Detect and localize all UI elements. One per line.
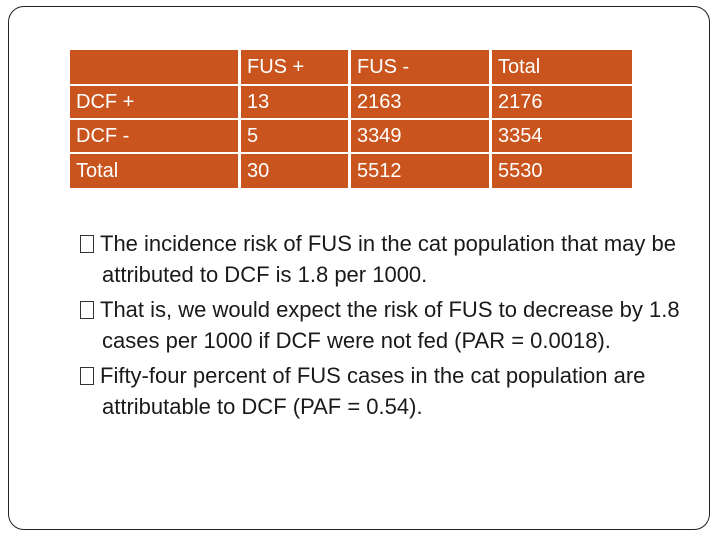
contingency-table: FUS + FUS - Total DCF + 13 2163 2176 DCF… <box>70 50 632 188</box>
bullet-item: That is, we would expect the risk of FUS… <box>80 294 690 356</box>
bullet-text: Fifty-four percent of FUS cases in the c… <box>100 363 646 419</box>
table-header-cell <box>70 50 241 86</box>
table-row: DCF - 5 3349 3354 <box>70 120 632 154</box>
bullet-box-icon <box>80 235 94 253</box>
bullet-text: That is, we would expect the risk of FUS… <box>100 297 680 353</box>
slide-frame <box>8 6 710 530</box>
table-cell: 5 <box>241 120 351 154</box>
bullet-list: The incidence risk of FUS in the cat pop… <box>80 228 690 426</box>
table-header-cell: Total <box>492 50 632 86</box>
bullet-item: The incidence risk of FUS in the cat pop… <box>80 228 690 290</box>
table-row: Total 30 5512 5530 <box>70 154 632 188</box>
table-row: DCF + 13 2163 2176 <box>70 86 632 120</box>
table-header-cell: FUS - <box>351 50 492 86</box>
table-row-label: DCF - <box>70 120 241 154</box>
table-cell: 2176 <box>492 86 632 120</box>
table-cell: 5530 <box>498 160 543 182</box>
bullet-item: Fifty-four percent of FUS cases in the c… <box>80 360 690 422</box>
table-cell: 5512 <box>351 154 492 188</box>
bullet-text: The incidence risk of FUS in the cat pop… <box>100 231 676 287</box>
table-cell: 30 <box>241 154 351 188</box>
table-header-row: FUS + FUS - Total <box>70 50 632 86</box>
table-header-cell: FUS + <box>241 50 351 86</box>
table-row-label: Total <box>70 154 241 188</box>
bullet-box-icon <box>80 301 94 319</box>
table-row-label: DCF + <box>70 86 241 120</box>
bullet-box-icon <box>80 367 94 385</box>
table-cell: 3349 <box>351 120 492 154</box>
table-cell: 3354 <box>492 120 632 154</box>
table-cell: 2163 <box>351 86 492 120</box>
table-cell: 13 <box>241 86 351 120</box>
